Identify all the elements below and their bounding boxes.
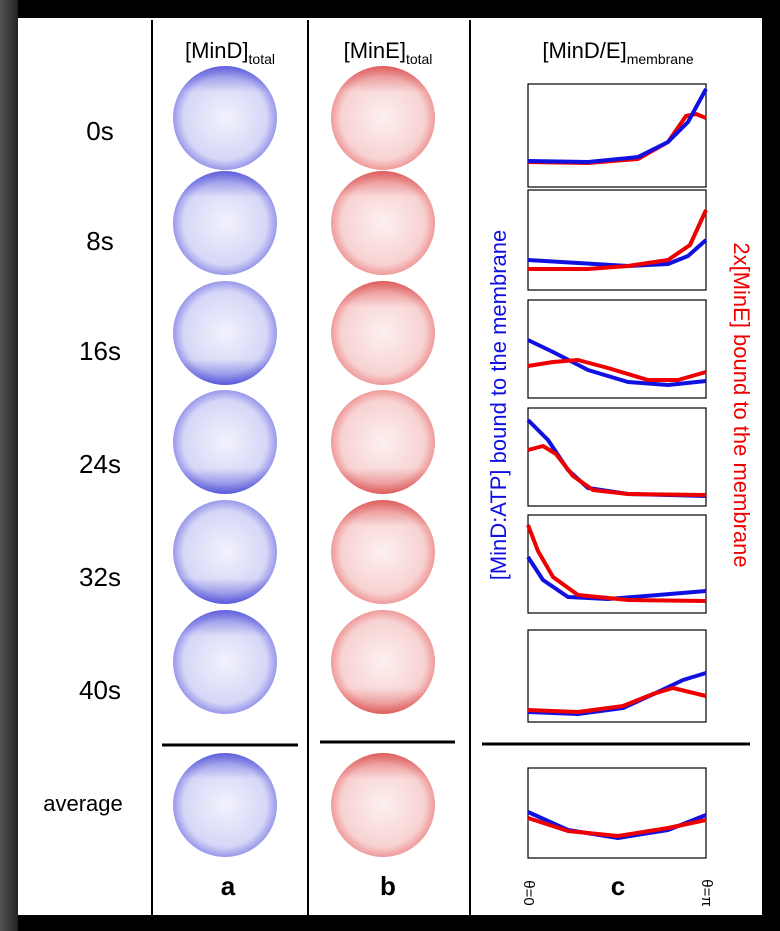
panel-letter: b: [380, 871, 396, 901]
header-label: [MinD/E]: [542, 38, 626, 63]
sphere: [331, 281, 435, 385]
sphere: [173, 753, 277, 857]
header-subscript: total: [249, 51, 275, 67]
column-header: [MinD/E]membrane: [542, 38, 693, 67]
column-header: [MinD]total: [185, 38, 275, 67]
sphere: [331, 171, 435, 275]
panel-letter: c: [611, 871, 625, 901]
dividers: [151, 20, 750, 915]
spheres: [173, 66, 435, 857]
side-label: [MinD:ATP] bound to the membrane: [486, 230, 511, 581]
header-subscript: membrane: [627, 51, 694, 67]
row-label: 32s: [79, 562, 121, 592]
sphere: [331, 610, 435, 714]
sphere: [173, 66, 277, 170]
plots: [526, 83, 708, 859]
side-label: 2x[MinE] bound to the membrane: [729, 242, 754, 567]
header-label: [MinD]: [185, 38, 249, 63]
sphere: [173, 281, 277, 385]
axis-label: θ=π: [698, 879, 715, 906]
row-label: 16s: [79, 336, 121, 366]
sphere: [331, 390, 435, 494]
row-label: 0s: [86, 116, 113, 146]
row-label: 24s: [79, 449, 121, 479]
sphere: [173, 610, 277, 714]
row-label: 8s: [86, 226, 113, 256]
sphere: [173, 390, 277, 494]
sphere: [331, 753, 435, 857]
side-band: [0, 0, 18, 931]
row-label: 40s: [79, 675, 121, 705]
sphere: [173, 171, 277, 275]
sphere: [331, 500, 435, 604]
header-subscript: total: [406, 51, 432, 67]
header-label: [MinE]: [344, 38, 406, 63]
sphere: [331, 66, 435, 170]
sphere: [173, 500, 277, 604]
panel-letter: a: [221, 871, 236, 901]
row-label: average: [43, 791, 123, 816]
column-header: [MinE]total: [344, 38, 433, 67]
axis-label: θ=0: [520, 880, 537, 905]
row-labels: 0s 8s 16s 24s 32s 40s average: [43, 116, 123, 816]
